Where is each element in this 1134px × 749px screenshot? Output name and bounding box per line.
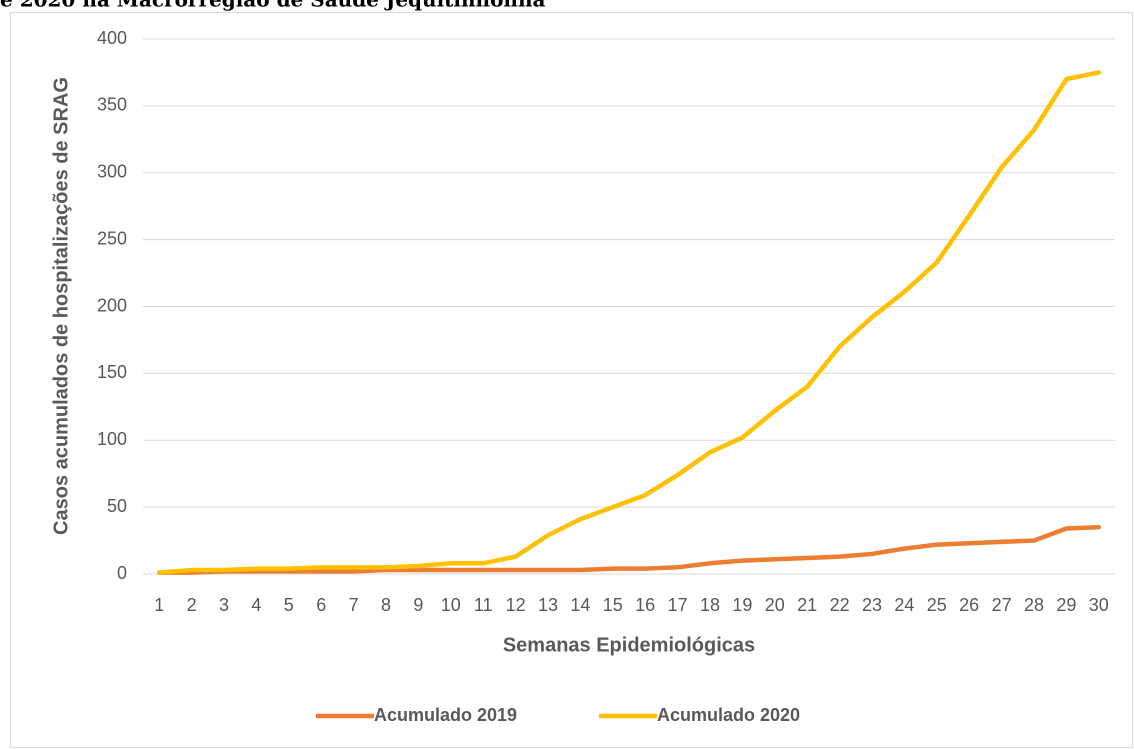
x-tick-label: 17	[668, 595, 688, 615]
x-tick-label: 9	[413, 595, 423, 615]
x-axis-title: Semanas Epidemiológicas	[503, 634, 755, 656]
x-tick-label: 30	[1089, 595, 1109, 615]
x-tick-label: 2	[187, 595, 197, 615]
chart-title: e 2020 na Macrorregião de Saúde Jequitin…	[0, 0, 546, 12]
y-tick-label: 150	[97, 362, 127, 382]
legend-label: Acumulado 2020	[657, 705, 800, 725]
x-tick-label: 26	[959, 595, 979, 615]
x-tick-label: 6	[316, 595, 326, 615]
series-line	[156, 70, 1102, 575]
x-tick-label: 23	[862, 595, 882, 615]
x-tick-label: 3	[219, 595, 229, 615]
x-tick-label: 18	[700, 595, 720, 615]
x-tick-label: 16	[635, 595, 655, 615]
x-tick-label: 4	[251, 595, 261, 615]
x-tick-label: 21	[797, 595, 817, 615]
x-tick-label: 5	[284, 595, 294, 615]
x-tick-label: 29	[1056, 595, 1076, 615]
chart-frame	[10, 12, 1133, 748]
x-tick-label: 15	[603, 595, 623, 615]
y-tick-label: 0	[117, 563, 127, 583]
x-tick-label: 13	[538, 595, 558, 615]
x-tick-label: 19	[732, 595, 752, 615]
y-axis-title: Casos acumulados de hospitalizações de S…	[50, 77, 72, 535]
y-tick-label: 200	[97, 295, 127, 315]
x-tick-label: 20	[765, 595, 785, 615]
x-tick-label: 12	[506, 595, 526, 615]
x-tick-label: 22	[830, 595, 850, 615]
y-tick-label: 300	[97, 162, 127, 182]
y-tick-label: 250	[97, 228, 127, 248]
x-tick-label: 10	[441, 595, 461, 615]
y-tick-label: 50	[107, 496, 127, 516]
x-tick-label: 8	[381, 595, 391, 615]
x-tick-label: 27	[992, 595, 1012, 615]
x-tick-label: 11	[474, 595, 493, 615]
y-tick-label: 350	[97, 95, 127, 115]
x-tick-label: 14	[570, 595, 590, 615]
x-tick-label: 7	[349, 595, 359, 615]
x-tick-label: 1	[154, 595, 164, 615]
y-tick-label: 100	[97, 429, 127, 449]
x-tick-label: 24	[894, 595, 914, 615]
x-tick-label: 25	[927, 595, 947, 615]
y-tick-label: 400	[97, 28, 127, 48]
legend-label: Acumulado 2019	[374, 705, 517, 725]
series-line	[156, 524, 1102, 575]
x-tick-label: 28	[1024, 595, 1044, 615]
